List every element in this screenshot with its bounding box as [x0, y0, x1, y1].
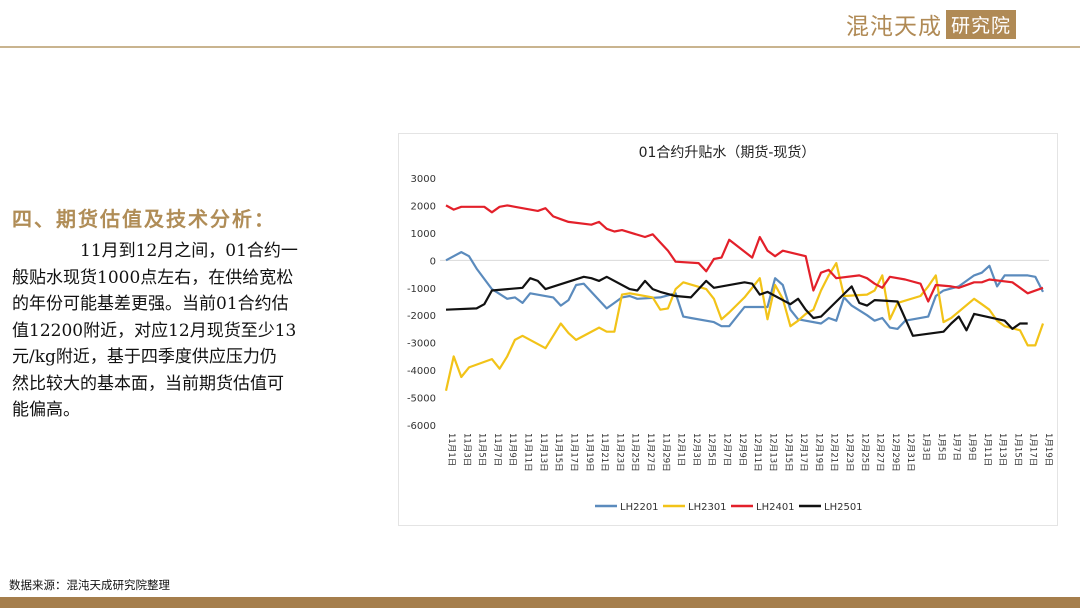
x-tick-label: 1月7日	[951, 433, 961, 461]
legend-label-lh2301: LH2301	[688, 502, 727, 513]
chart-container	[398, 133, 1058, 526]
x-tick-label: 11月11日	[523, 433, 533, 472]
body-line: 能偏高。	[12, 400, 80, 420]
y-tick-label: -6000	[407, 421, 436, 432]
legend-label-lh2401: LH2401	[756, 502, 795, 513]
x-tick-label: 12月31日	[905, 433, 915, 472]
y-tick-label: 1000	[411, 229, 436, 240]
x-tick-label: 11月23日	[614, 433, 624, 472]
logo-box-text: 研究院	[946, 9, 1017, 39]
section-body: 11月到12月之间，01合约一 般贴水现货1000点左右，在供给宽松 的年份可能…	[12, 238, 382, 424]
body-line: 11月到12月之间，01合约一	[12, 241, 298, 261]
x-tick-label: 12月25日	[859, 433, 869, 472]
y-tick-label: -5000	[407, 394, 436, 405]
x-tick-label: 1月17日	[1028, 433, 1038, 466]
x-tick-label: 1月11日	[982, 433, 992, 466]
legend-label-lh2201: LH2201	[620, 502, 659, 513]
x-tick-label: 11月17日	[568, 433, 578, 472]
x-tick-label: 11月13日	[538, 433, 548, 472]
y-tick-label: -3000	[407, 339, 436, 350]
x-tick-label: 12月27日	[875, 433, 885, 472]
body-line: 的年份可能基差更强。当前01合约估	[12, 294, 289, 314]
chart-title: 01合约升贴水（期货-现货）	[639, 144, 816, 161]
x-tick-label: 11月3日	[461, 433, 471, 466]
series-line-lh2201	[445, 251, 1044, 330]
logo: 混沌天成 研究院	[846, 9, 1017, 40]
x-tick-label: 11月27日	[645, 433, 655, 472]
series-line-lh2401	[445, 204, 1044, 303]
logo-main-text: 混沌天成	[846, 14, 942, 40]
x-tick-label: 12月9日	[737, 433, 747, 466]
x-tick-label: 12月11日	[752, 433, 762, 472]
x-tick-label: 11月25日	[630, 433, 640, 472]
x-tick-label: 11月21日	[599, 433, 609, 472]
x-tick-label: 1月5日	[936, 433, 946, 461]
x-tick-label: 11月1日	[446, 433, 456, 466]
x-tick-label: 12月15日	[783, 433, 793, 472]
x-tick-label: 11月9日	[507, 433, 517, 466]
x-tick-label: 1月15日	[1012, 433, 1022, 466]
y-tick-label: 3000	[411, 174, 436, 185]
data-source: 数据来源：混沌天成研究院整理	[9, 578, 170, 592]
x-tick-label: 12月21日	[829, 433, 839, 472]
body-line: 元/kg附近，基于四季度供应压力仍	[12, 347, 277, 367]
footer-bar	[0, 597, 1080, 608]
body-line: 般贴水现货1000点左右，在供给宽松	[12, 267, 294, 288]
x-tick-label: 12月3日	[691, 433, 701, 466]
y-tick-label: -1000	[407, 284, 436, 295]
series-line-lh2301	[444, 262, 1045, 391]
y-tick-label: -4000	[407, 366, 436, 377]
x-tick-label: 12月23日	[844, 433, 854, 472]
x-tick-label: 12月13日	[767, 433, 777, 472]
header-divider	[0, 46, 1080, 48]
x-tick-label: 1月19日	[1043, 433, 1053, 466]
x-tick-label: 12月29日	[890, 433, 900, 472]
x-tick-label: 12月1日	[676, 433, 686, 466]
x-tick-label: 12月19日	[813, 433, 823, 472]
x-tick-label: 1月3日	[921, 433, 931, 461]
x-tick-label: 11月19日	[584, 433, 594, 472]
body-line: 值12200附近，对应12月现货至少13	[12, 320, 297, 341]
x-tick-label: 11月7日	[492, 433, 502, 466]
x-tick-label: 12月17日	[798, 433, 808, 472]
x-tick-label: 12月7日	[722, 433, 732, 466]
y-tick-label: 0	[430, 256, 436, 267]
x-tick-label: 11月29日	[660, 433, 670, 472]
x-tick-label: 11月15日	[553, 433, 563, 472]
series-line-lh2501	[445, 275, 1028, 337]
y-tick-label: 2000	[411, 201, 436, 212]
section-title: 四、期货估值及技术分析：	[12, 207, 276, 231]
x-tick-label: 12月5日	[706, 433, 716, 466]
body-line: 然比较大的基本面，当前期货估值可	[12, 373, 284, 394]
x-tick-label: 1月9日	[966, 433, 976, 461]
x-tick-label: 11月5日	[477, 433, 487, 466]
x-tick-label: 1月13日	[997, 433, 1007, 466]
legend-label-lh2501: LH2501	[824, 502, 863, 513]
y-tick-label: -2000	[407, 311, 436, 322]
